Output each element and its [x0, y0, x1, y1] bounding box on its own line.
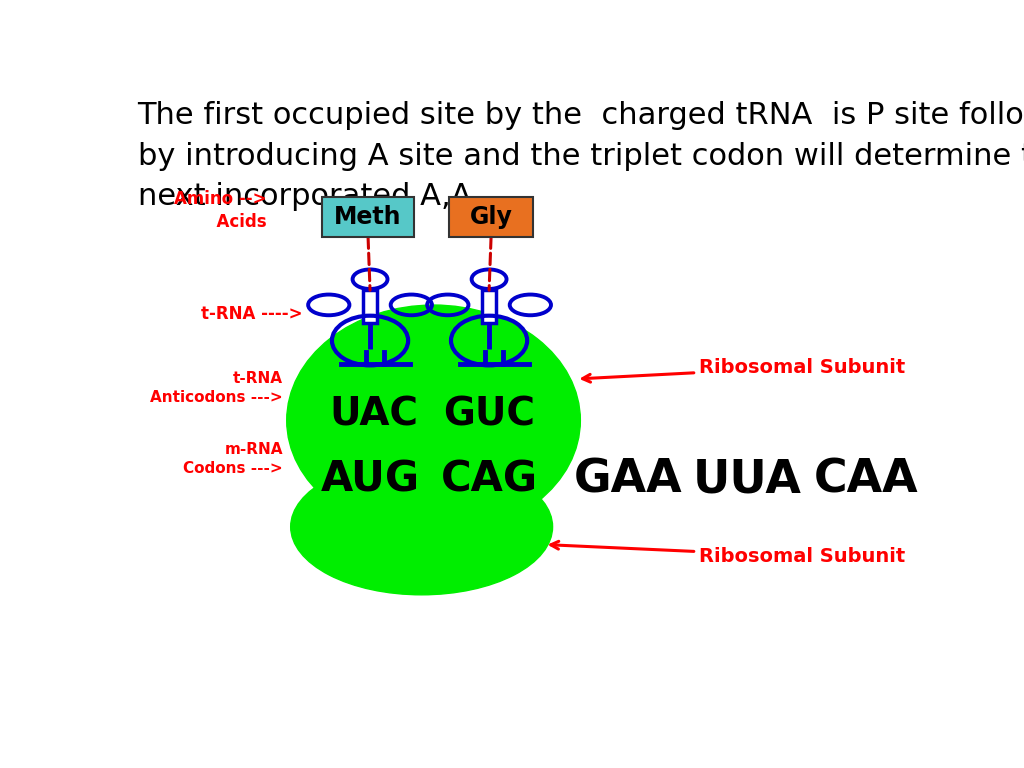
Text: t-RNA
Anticodons --->: t-RNA Anticodons --->	[151, 371, 283, 405]
FancyBboxPatch shape	[362, 290, 377, 323]
FancyBboxPatch shape	[323, 197, 414, 237]
Text: UAC: UAC	[330, 396, 419, 433]
Text: AUG: AUG	[321, 458, 420, 501]
Text: Ribosomal Subunit: Ribosomal Subunit	[583, 358, 905, 382]
Text: Gly: Gly	[470, 205, 512, 229]
FancyBboxPatch shape	[482, 290, 497, 323]
Text: GUC: GUC	[443, 396, 536, 433]
Text: t-RNA ---->: t-RNA ---->	[201, 305, 303, 323]
Text: Amino -->
  Acids: Amino --> Acids	[174, 190, 267, 230]
Ellipse shape	[287, 305, 581, 536]
FancyBboxPatch shape	[450, 197, 532, 237]
Text: m-RNA
Codons --->: m-RNA Codons --->	[183, 442, 283, 475]
Text: The first occupied site by the  charged tRNA  is P site followed
by introducing : The first occupied site by the charged t…	[137, 101, 1024, 211]
Text: CAA: CAA	[814, 457, 919, 502]
Text: Meth: Meth	[334, 205, 401, 229]
Text: GAA: GAA	[573, 457, 682, 502]
Text: CAG: CAG	[440, 458, 538, 501]
Text: UUA: UUA	[692, 457, 802, 502]
Ellipse shape	[291, 458, 553, 594]
Text: Ribosomal Subunit: Ribosomal Subunit	[551, 541, 905, 566]
